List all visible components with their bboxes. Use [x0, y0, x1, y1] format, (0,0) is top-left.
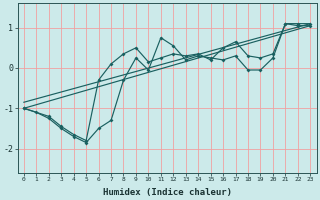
X-axis label: Humidex (Indice chaleur): Humidex (Indice chaleur) [103, 188, 232, 197]
